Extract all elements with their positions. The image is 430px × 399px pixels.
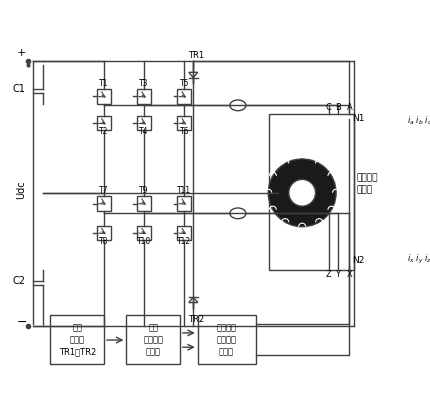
Text: T12: T12 — [177, 237, 191, 246]
Text: Z: Z — [326, 270, 332, 279]
Bar — [177, 89, 191, 104]
Polygon shape — [189, 72, 198, 78]
Bar — [137, 226, 151, 240]
Bar — [137, 196, 151, 211]
Text: T7: T7 — [99, 186, 109, 195]
Text: 变组
开路故障
处理器: 变组 开路故障 处理器 — [143, 324, 163, 356]
Text: T8: T8 — [99, 237, 109, 246]
Text: T10: T10 — [137, 237, 151, 246]
Text: $i_a$ $i_b$ $i_c$: $i_a$ $i_b$ $i_c$ — [408, 114, 430, 127]
Bar — [198, 315, 256, 364]
Ellipse shape — [230, 208, 246, 219]
Text: −: − — [17, 316, 27, 329]
Text: 双向
晶闸管
TR1、TR2: 双向 晶闸管 TR1、TR2 — [58, 324, 96, 356]
Text: T4: T4 — [139, 127, 149, 136]
Text: +: + — [17, 48, 27, 58]
Bar — [137, 89, 151, 104]
Bar — [269, 114, 354, 271]
Bar — [177, 116, 191, 130]
Text: A: A — [347, 103, 352, 112]
Bar — [177, 226, 191, 240]
Text: T2: T2 — [99, 127, 109, 136]
Text: T11: T11 — [177, 186, 191, 195]
Circle shape — [268, 159, 336, 227]
Text: Y: Y — [335, 270, 341, 279]
Text: N1: N1 — [352, 115, 365, 123]
Text: N2: N2 — [352, 256, 365, 265]
Bar — [97, 116, 111, 130]
Bar — [126, 315, 180, 364]
Text: T6: T6 — [180, 127, 189, 136]
Text: B: B — [335, 103, 341, 112]
Text: TR1: TR1 — [188, 51, 204, 60]
Text: $i_x$ $i_y$ $i_z$: $i_x$ $i_y$ $i_z$ — [408, 253, 430, 266]
Text: C2: C2 — [12, 276, 25, 286]
Text: X: X — [347, 270, 352, 279]
Bar — [97, 196, 111, 211]
Circle shape — [289, 180, 316, 206]
Text: T5: T5 — [180, 79, 189, 88]
Bar — [97, 226, 111, 240]
Text: 双绕组永
磁电机: 双绕组永 磁电机 — [356, 173, 378, 195]
Ellipse shape — [230, 100, 246, 111]
Text: 灰色预测
开路故障
诊断器: 灰色预测 开路故障 诊断器 — [216, 324, 236, 356]
Bar — [50, 315, 104, 364]
Text: TR2: TR2 — [188, 315, 204, 324]
Text: C1: C1 — [12, 84, 25, 94]
Text: C: C — [326, 103, 332, 112]
Text: T3: T3 — [139, 79, 149, 88]
Text: Udc: Udc — [16, 181, 26, 199]
Polygon shape — [189, 297, 198, 302]
Text: T1: T1 — [99, 79, 109, 88]
Text: T9: T9 — [139, 186, 149, 195]
Bar — [97, 89, 111, 104]
Bar — [137, 116, 151, 130]
Bar — [177, 196, 191, 211]
